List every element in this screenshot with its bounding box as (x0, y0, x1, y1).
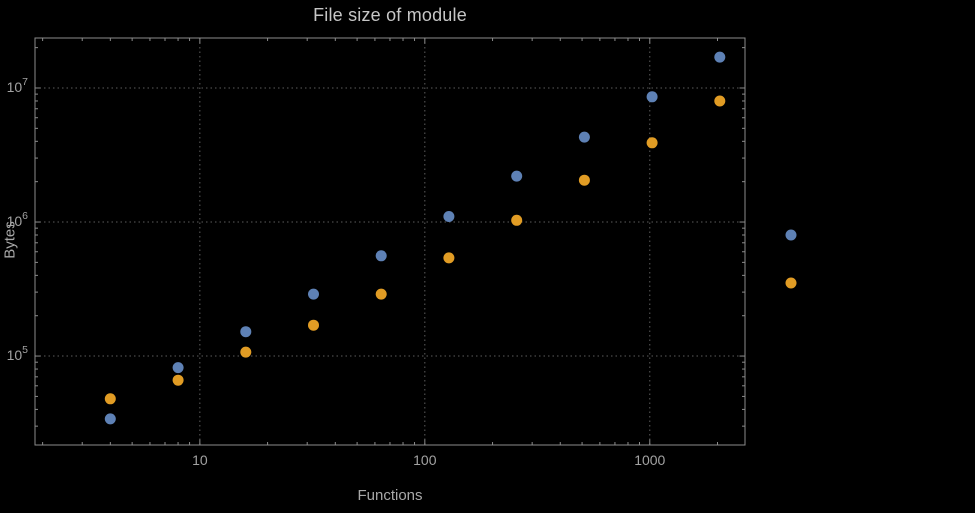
data-point (443, 211, 455, 222)
data-point (646, 137, 658, 149)
y-tick-label: 106 (7, 210, 29, 229)
points-series-1-blue (104, 51, 726, 425)
legend-marker-series-2-orange (785, 277, 797, 289)
data-point (578, 174, 590, 186)
data-point (172, 362, 184, 374)
plot-frame (34, 37, 746, 446)
x-tick-label: 10 (192, 452, 208, 468)
x-tick-label: 1000 (634, 452, 665, 468)
data-point (240, 326, 252, 338)
tick-labels: 10 100 1000 105 106 107 (7, 76, 666, 468)
data-point (172, 374, 184, 386)
data-point (104, 393, 116, 405)
data-point (375, 288, 387, 300)
legend-marker-series-1-blue (785, 229, 797, 241)
chart-title: File size of module (313, 5, 467, 25)
data-point (308, 319, 319, 331)
x-axis-label: Functions (357, 487, 423, 504)
data-point (443, 252, 455, 264)
points-series-2-orange (104, 95, 726, 405)
data-point (375, 250, 387, 262)
data-point (511, 214, 523, 226)
legend-markers (785, 229, 797, 289)
data-point (578, 131, 590, 143)
data-point (308, 288, 319, 300)
x-tick-label: 100 (413, 452, 437, 468)
y-tick-label: 105 (7, 344, 29, 363)
data-point (714, 51, 726, 63)
data-point (511, 170, 523, 182)
data-point (104, 413, 116, 425)
gridlines (35, 38, 745, 445)
y-axis-label: Bytes (1, 221, 19, 259)
data-point (646, 91, 658, 103)
y-tick-label: 107 (7, 76, 29, 95)
data-point (714, 95, 726, 107)
axis-ticks (35, 38, 745, 445)
data-point (240, 346, 252, 358)
